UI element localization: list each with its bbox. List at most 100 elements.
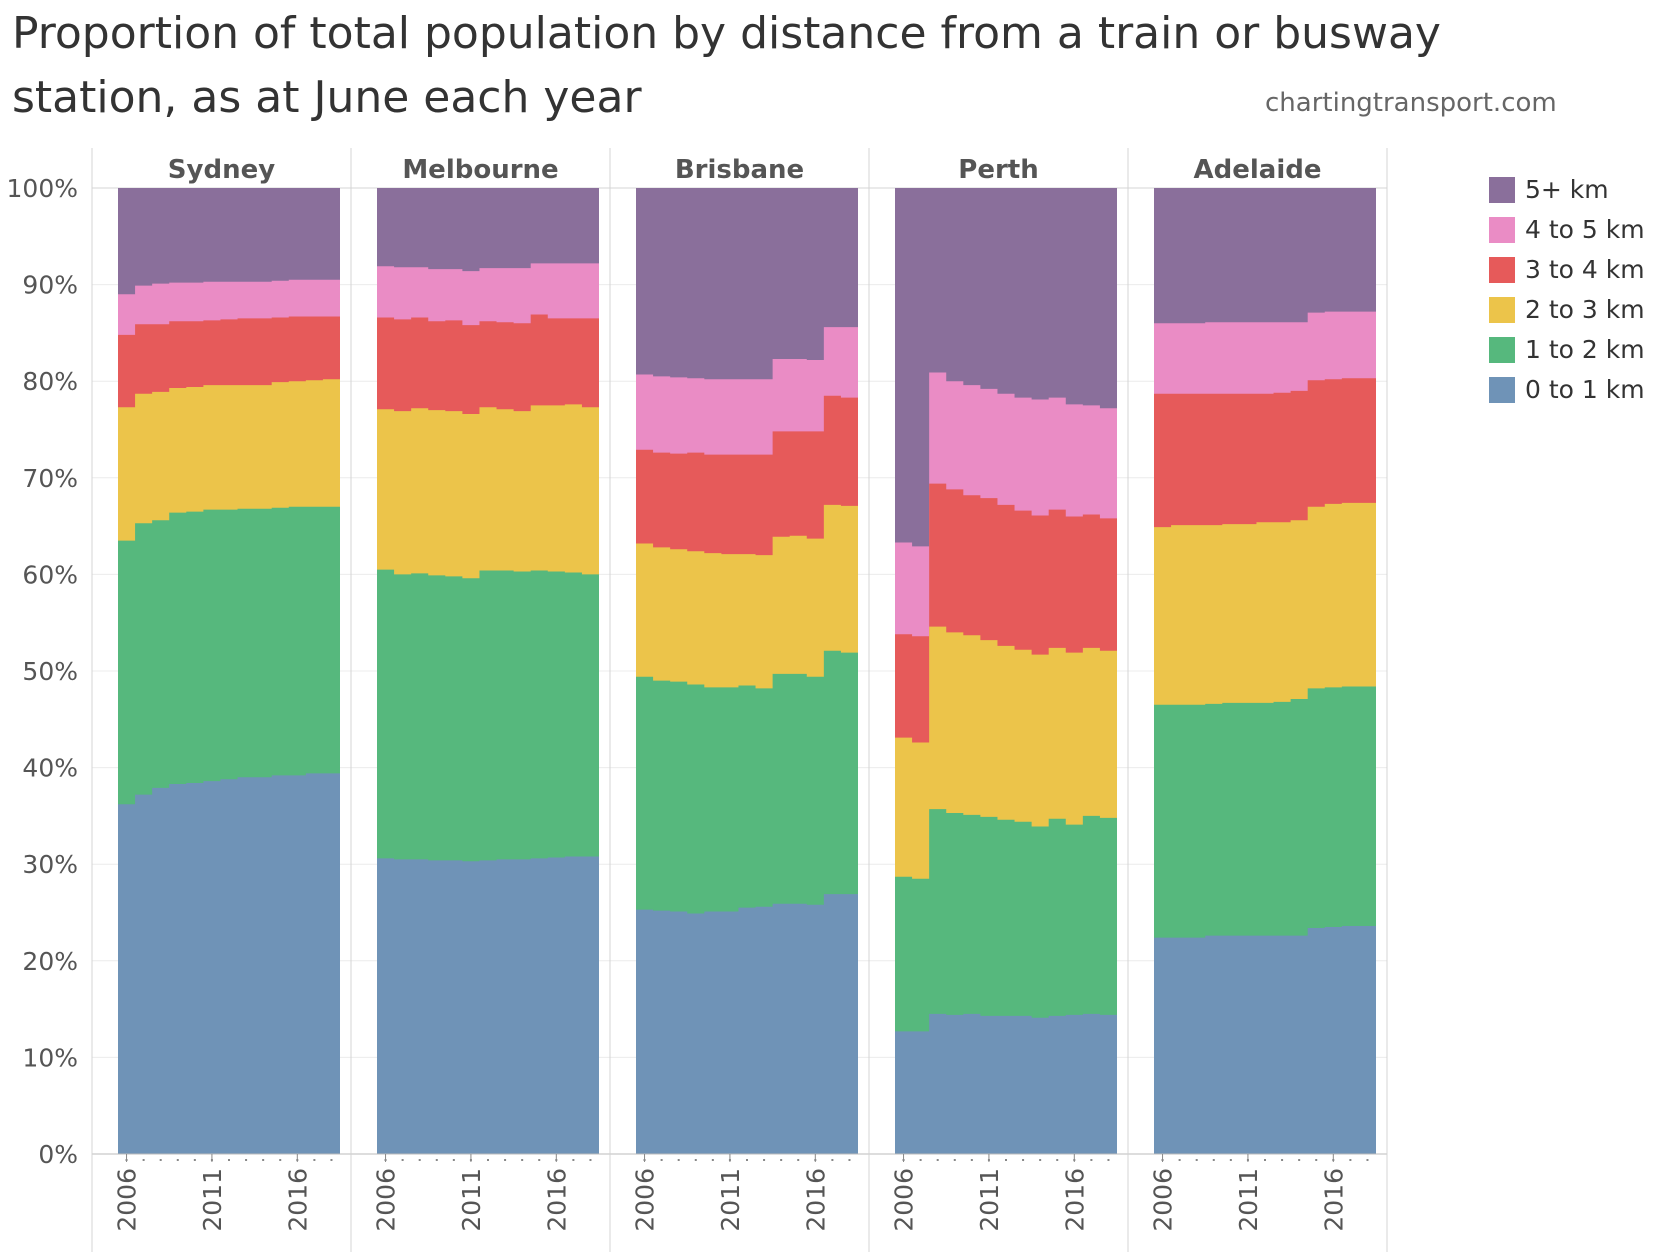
area-perth-0-to-1-km xyxy=(895,1013,1117,1154)
x-minor-tick xyxy=(677,1159,680,1161)
x-minor-tick xyxy=(1005,1159,1007,1161)
x-minor-tick xyxy=(1281,1159,1284,1161)
x-minor-tick xyxy=(1195,1159,1198,1161)
chart-title: Proportion of total population by distan… xyxy=(12,8,1441,123)
panel-header-perth: Perth xyxy=(958,155,1038,185)
x-minor-tick xyxy=(694,1159,697,1161)
area-melbourne-0-to-1-km xyxy=(377,856,599,1154)
y-tick-label-60: 60% xyxy=(22,560,78,589)
x-tick-label-2016: 2016 xyxy=(542,1168,571,1232)
x-minor-tick xyxy=(1090,1159,1093,1161)
panel-header-brisbane: Brisbane xyxy=(675,155,804,185)
y-tick-label-30: 30% xyxy=(22,850,78,879)
x-minor-tick xyxy=(521,1159,524,1161)
x-minor-tick xyxy=(262,1159,265,1161)
x-minor-tick xyxy=(1022,1159,1025,1161)
x-minor-tick xyxy=(780,1159,783,1161)
x-minor-tick xyxy=(176,1159,179,1161)
legend-label-2-to-3-km: 2 to 3 km xyxy=(1525,295,1645,324)
x-minor-tick xyxy=(1366,1159,1369,1161)
x-minor-tick xyxy=(452,1159,455,1161)
x-minor-tick xyxy=(1298,1159,1301,1161)
panel-brisbane: Brisbane 2006 2011 2016 xyxy=(610,155,869,1232)
x-tick-label-2016: 2016 xyxy=(283,1168,312,1232)
area-adelaide-0-to-1-km xyxy=(1154,926,1376,1154)
x-minor-tick xyxy=(330,1159,333,1161)
x-tick-label-2016: 2016 xyxy=(801,1168,830,1232)
legend-label-4-to-5-km: 4 to 5 km xyxy=(1525,215,1645,244)
x-minor-tick xyxy=(1349,1159,1352,1161)
x-minor-tick xyxy=(504,1159,507,1161)
x-minor-tick xyxy=(919,1159,922,1161)
x-tick-label-2011: 2011 xyxy=(975,1168,1004,1232)
y-tick-label-80: 80% xyxy=(22,367,78,396)
legend-swatch-2-to-3-km xyxy=(1489,297,1515,323)
x-minor-tick xyxy=(142,1159,145,1161)
panel-perth: Perth 2006 2011 2016 xyxy=(869,155,1128,1232)
x-minor-tick xyxy=(1212,1159,1215,1161)
legend-swatch-3-to-4-km xyxy=(1489,257,1515,283)
x-minor-tick xyxy=(953,1159,956,1161)
y-tick-label-10: 10% xyxy=(22,1043,78,1072)
area-brisbane-0-to-1-km xyxy=(636,894,858,1154)
panel-sydney: Sydney 2006 2011 2016 xyxy=(92,155,351,1232)
y-tick-label-70: 70% xyxy=(22,464,78,493)
x-minor-tick xyxy=(538,1159,541,1161)
y-tick-label-0: 0% xyxy=(38,1140,78,1169)
x-minor-tick xyxy=(159,1159,162,1161)
x-minor-tick xyxy=(418,1159,421,1161)
x-minor-tick xyxy=(245,1159,248,1161)
x-minor-tick xyxy=(848,1159,851,1161)
legend-label-5-km: 5+ km xyxy=(1525,175,1609,204)
x-tick-label-2006: 2006 xyxy=(1149,1168,1178,1232)
x-minor-tick xyxy=(435,1159,438,1161)
x-minor-tick xyxy=(1264,1159,1266,1161)
x-tick-label-2006: 2006 xyxy=(631,1168,660,1232)
panel-header-melbourne: Melbourne xyxy=(402,155,558,185)
x-minor-tick xyxy=(1178,1159,1181,1161)
x-minor-tick xyxy=(401,1159,404,1161)
x-minor-tick xyxy=(1056,1159,1059,1161)
x-minor-tick xyxy=(1107,1159,1110,1161)
legend-swatch-0-to-1-km xyxy=(1489,377,1515,403)
y-tick-label-50: 50% xyxy=(22,657,78,686)
x-tick-label-2011: 2011 xyxy=(198,1168,227,1232)
x-tick-label-2006: 2006 xyxy=(372,1168,401,1232)
x-minor-tick xyxy=(572,1159,575,1161)
y-tick-label-100: 100% xyxy=(7,174,78,203)
x-minor-tick xyxy=(763,1159,766,1161)
x-minor-tick xyxy=(487,1159,489,1161)
area-sydney-0-to-1-km xyxy=(118,773,340,1154)
x-minor-tick xyxy=(746,1159,748,1161)
legend-swatch-5-km xyxy=(1489,177,1515,203)
x-minor-tick xyxy=(589,1159,592,1161)
x-minor-tick xyxy=(279,1159,282,1161)
legend-swatch-1-to-2-km xyxy=(1489,337,1515,363)
y-tick-label-20: 20% xyxy=(22,947,78,976)
x-minor-tick xyxy=(313,1159,316,1161)
x-minor-tick xyxy=(660,1159,663,1161)
x-tick-label-2011: 2011 xyxy=(716,1168,745,1232)
x-tick-label-2006: 2006 xyxy=(890,1168,919,1232)
x-minor-tick xyxy=(228,1159,230,1161)
y-tick-label-90: 90% xyxy=(22,271,78,300)
panel-adelaide: Adelaide 2006 2011 2016 xyxy=(1128,155,1387,1232)
x-tick-label-2016: 2016 xyxy=(1319,1168,1348,1232)
x-minor-tick xyxy=(193,1159,196,1161)
x-tick-label-2011: 2011 xyxy=(1234,1168,1263,1232)
x-minor-tick xyxy=(1039,1159,1042,1161)
legend-label-0-to-1-km: 0 to 1 km xyxy=(1525,375,1645,404)
legend-label-3-to-4-km: 3 to 4 km xyxy=(1525,255,1645,284)
legend: 5+ km 4 to 5 km 3 to 4 km 2 to 3 km 1 to 2 k… xyxy=(1489,175,1645,404)
x-minor-tick xyxy=(1315,1159,1318,1161)
source-credit: chartingtransport.com xyxy=(1265,88,1557,118)
panel-header-adelaide: Adelaide xyxy=(1194,155,1322,185)
x-tick-label-2011: 2011 xyxy=(457,1168,486,1232)
x-minor-tick xyxy=(936,1159,939,1161)
x-minor-tick xyxy=(711,1159,714,1161)
panel-melbourne: Melbourne 2006 2011 2016 xyxy=(351,155,610,1232)
y-tick-label-40: 40% xyxy=(22,754,78,783)
legend-label-1-to-2-km: 1 to 2 km xyxy=(1525,335,1645,364)
panel-header-sydney: Sydney xyxy=(168,155,275,185)
x-minor-tick xyxy=(831,1159,834,1161)
